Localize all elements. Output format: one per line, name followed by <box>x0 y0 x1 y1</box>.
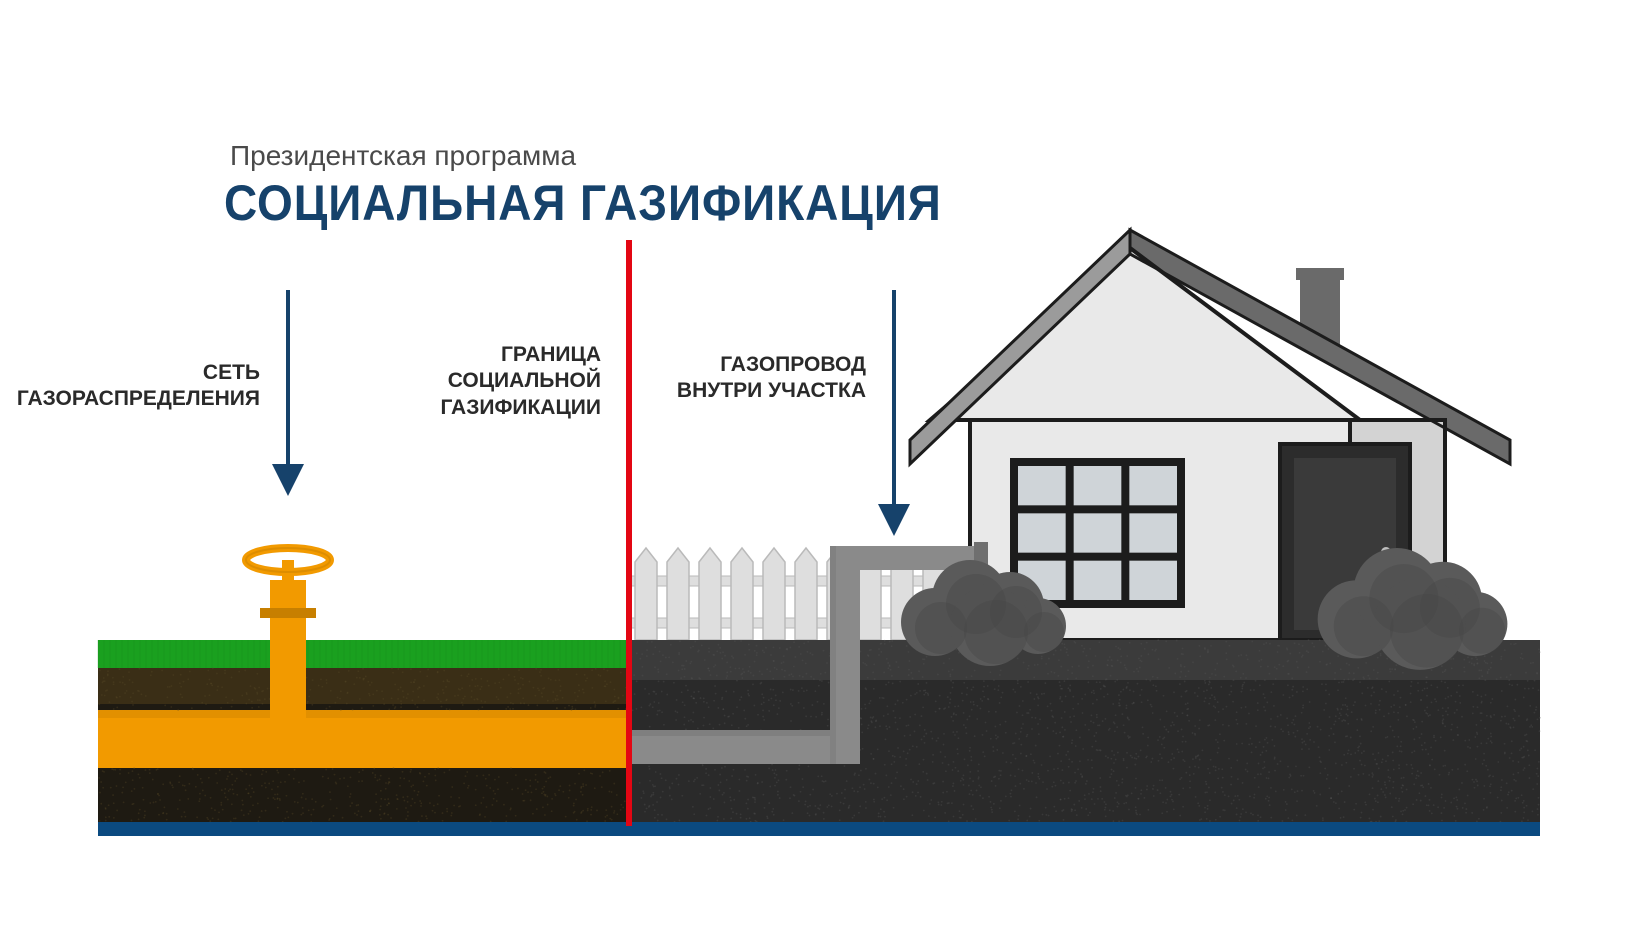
diagram-svg <box>0 0 1652 928</box>
infographic-stage: Президентская программа СОЦИАЛЬНАЯ ГАЗИФ… <box>0 0 1652 928</box>
